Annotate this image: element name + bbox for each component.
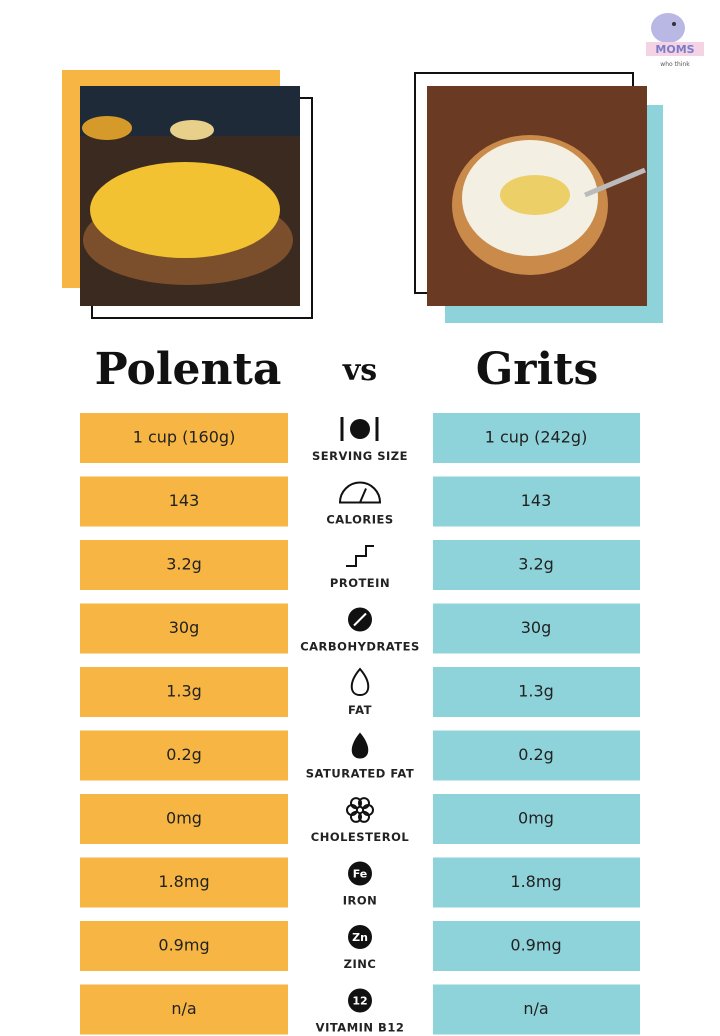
left-cell: [80, 413, 288, 463]
right-cell: [433, 476, 640, 527]
photo-bowl: [170, 120, 214, 140]
row-icon: Zn: [348, 925, 372, 949]
photo-butter: [500, 175, 570, 215]
row-icon: [346, 545, 374, 567]
left-title: Polenta: [95, 344, 282, 395]
right-cell: [433, 667, 640, 717]
right-cell: [433, 540, 640, 590]
logo: MOMS who think: [646, 13, 704, 68]
icon-gauge: [338, 481, 382, 504]
row-label: PROTEIN: [330, 576, 390, 590]
icon-drop: [351, 732, 369, 759]
right-value: 3.2g: [518, 555, 554, 574]
row-label: CHOLESTEROL: [311, 830, 410, 844]
right-cell: [433, 413, 640, 463]
left-cell: [80, 794, 288, 844]
icon-circle: [348, 988, 372, 1013]
icon-plate: [350, 419, 370, 439]
row-label: ZINC: [344, 957, 377, 971]
logo-bird: [651, 13, 685, 43]
right-value: 0.2g: [518, 745, 554, 764]
right-value: 0mg: [518, 809, 554, 828]
icon-grain: [353, 612, 367, 627]
rows: 1 cup (160g) 1 cup (242g) SERVING SIZE 143 1…: [80, 413, 640, 1035]
icon-needle: [359, 488, 367, 503]
left-value: 0.2g: [166, 745, 202, 764]
left-value: 0.9mg: [158, 936, 209, 955]
icon-drop: [350, 667, 370, 697]
logo-subtitle: who think: [660, 61, 690, 68]
row-icon: [340, 417, 379, 441]
logo-eye: [672, 22, 676, 26]
left-cell: [80, 984, 288, 1035]
row-icon: [346, 797, 374, 823]
right-value: 143: [521, 491, 552, 510]
left-cell: [80, 603, 288, 654]
right-value: 0.9mg: [510, 936, 561, 955]
row-label: CARBOHYDRATES: [300, 640, 420, 654]
row-icon: [338, 481, 382, 504]
right-cell: [433, 730, 640, 781]
icon-text: Fe: [353, 868, 368, 881]
left-value: 30g: [169, 618, 200, 637]
logo-banner: [646, 42, 704, 56]
right-value: 1 cup (242g): [485, 428, 588, 447]
icon-molecule: [358, 797, 370, 810]
logo-title: MOMS: [655, 43, 694, 56]
row-icon: Fe: [348, 861, 372, 886]
right-value: 1.8mg: [510, 872, 561, 891]
left-cell: [80, 667, 288, 717]
icon-text: Zn: [352, 931, 368, 944]
right-cell: [433, 603, 640, 654]
row-icon: 12: [348, 988, 372, 1013]
row-label: VITAMIN B12: [316, 1021, 405, 1035]
icon-molecule: [350, 797, 362, 810]
row-label: CALORIES: [326, 513, 393, 527]
vs-label: vs: [342, 353, 377, 388]
row-icon: [350, 667, 370, 697]
row-label: IRON: [343, 894, 378, 908]
right-cell: [433, 857, 640, 908]
row-label: FAT: [348, 703, 372, 717]
icon-circle: [348, 925, 372, 949]
left-value: 143: [169, 491, 200, 510]
left-cell: [80, 857, 288, 908]
row-icon: [351, 732, 369, 759]
left-cell: [80, 921, 288, 971]
right-value: n/a: [523, 999, 548, 1018]
left-value: 1.3g: [166, 682, 202, 701]
right-cell: [433, 984, 640, 1035]
left-value: 3.2g: [166, 555, 202, 574]
row-label: SATURATED FAT: [306, 767, 414, 781]
row-label: SERVING SIZE: [312, 449, 408, 463]
left-value: 1.8mg: [158, 872, 209, 891]
left-cell: [80, 476, 288, 527]
photo-polenta: [90, 162, 280, 258]
left-cell: [80, 730, 288, 781]
right-cell: [433, 794, 640, 844]
row-icon: [348, 607, 372, 632]
right-title: Grits: [476, 344, 599, 395]
left-value: 0mg: [166, 809, 202, 828]
left-value: n/a: [171, 999, 196, 1018]
icon-text: 12: [352, 995, 367, 1008]
right-cell: [433, 921, 640, 971]
icon-molecule: [358, 810, 370, 823]
icon-circle: [348, 861, 372, 886]
right-value: 30g: [521, 618, 552, 637]
right-value: 1.3g: [518, 682, 554, 701]
left-cell: [80, 540, 288, 590]
photo-bowl: [82, 116, 132, 140]
left-value: 1 cup (160g): [133, 428, 236, 447]
photo-spoon: [584, 167, 646, 198]
icon-protein: [346, 545, 374, 567]
